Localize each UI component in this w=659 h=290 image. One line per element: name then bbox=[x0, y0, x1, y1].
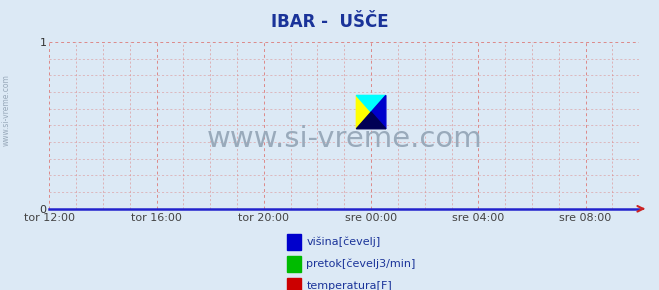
Text: temperatura[F]: temperatura[F] bbox=[306, 281, 392, 290]
Text: IBAR -  UŠČE: IBAR - UŠČE bbox=[271, 13, 388, 31]
Text: pretok[čevelj3/min]: pretok[čevelj3/min] bbox=[306, 259, 416, 269]
Polygon shape bbox=[371, 95, 386, 129]
Text: www.si-vreme.com: www.si-vreme.com bbox=[206, 125, 482, 153]
Polygon shape bbox=[357, 95, 386, 112]
Text: višina[čevelj]: višina[čevelj] bbox=[306, 237, 381, 247]
Text: www.si-vreme.com: www.si-vreme.com bbox=[2, 74, 11, 146]
Polygon shape bbox=[357, 112, 386, 129]
Polygon shape bbox=[357, 95, 371, 129]
